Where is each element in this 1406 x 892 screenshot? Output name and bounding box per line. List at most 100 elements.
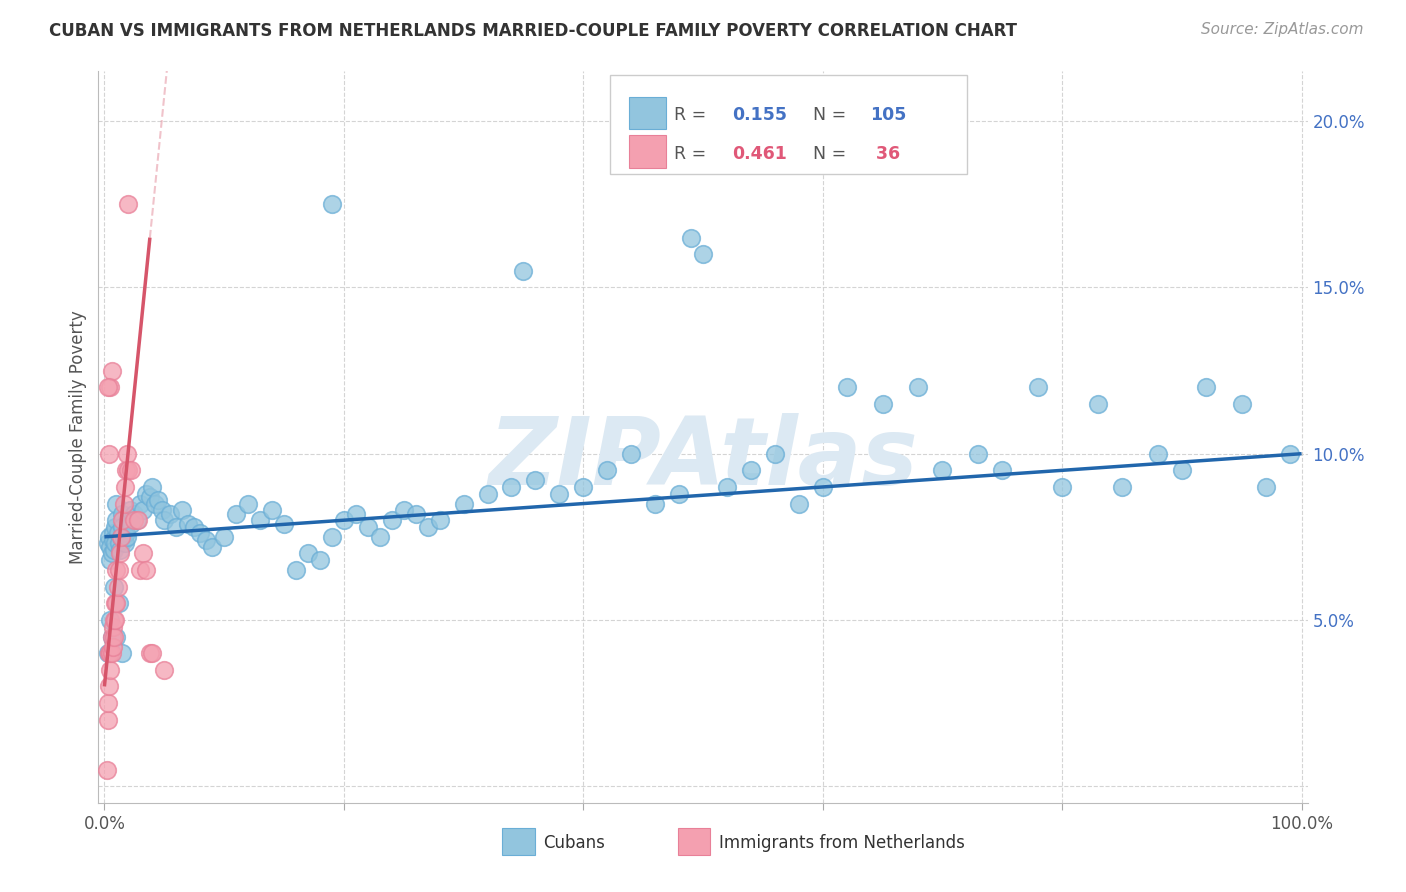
Point — [115, 526, 138, 541]
Text: 0.461: 0.461 — [733, 145, 787, 162]
FancyBboxPatch shape — [610, 75, 966, 174]
Point — [111, 520, 134, 534]
Point — [110, 530, 132, 544]
Point — [139, 646, 162, 660]
Point — [188, 526, 211, 541]
Point — [127, 513, 149, 527]
Point — [105, 513, 128, 527]
Text: Immigrants from Netherlands: Immigrants from Netherlands — [718, 834, 965, 852]
Point — [104, 520, 127, 534]
Point — [1050, 480, 1073, 494]
Point — [132, 546, 155, 560]
Point — [129, 563, 152, 577]
Point — [111, 507, 134, 521]
Point — [100, 363, 122, 377]
Point — [1230, 397, 1253, 411]
Point — [1111, 480, 1133, 494]
Point — [129, 497, 152, 511]
Point — [101, 619, 124, 633]
Point — [297, 546, 319, 560]
Point — [100, 540, 122, 554]
Point — [321, 197, 343, 211]
Point — [120, 463, 142, 477]
Point — [100, 663, 122, 677]
Point — [273, 516, 295, 531]
Point — [668, 486, 690, 500]
Point — [1195, 380, 1218, 394]
Point — [321, 530, 343, 544]
Point — [98, 680, 121, 694]
Point — [97, 713, 120, 727]
Point — [98, 530, 121, 544]
Point — [1087, 397, 1109, 411]
Point — [98, 447, 121, 461]
Point — [416, 520, 439, 534]
Point — [811, 480, 834, 494]
Point — [249, 513, 271, 527]
Point — [1171, 463, 1194, 477]
Point — [111, 646, 134, 660]
Point — [512, 264, 534, 278]
Point — [117, 463, 139, 477]
Point — [260, 503, 283, 517]
Point — [105, 497, 128, 511]
Point — [115, 463, 138, 477]
Point — [236, 497, 259, 511]
Point — [103, 543, 125, 558]
Point — [150, 503, 173, 517]
Point — [159, 507, 181, 521]
Text: R =: R = — [673, 106, 711, 124]
Point — [381, 513, 404, 527]
Point — [787, 497, 810, 511]
Point — [107, 536, 129, 550]
Point — [124, 507, 146, 521]
FancyBboxPatch shape — [502, 828, 534, 855]
Point — [105, 563, 128, 577]
Point — [333, 513, 356, 527]
Point — [117, 197, 139, 211]
Point — [183, 520, 205, 534]
Text: N =: N = — [813, 145, 852, 162]
Y-axis label: Married-Couple Family Poverty: Married-Couple Family Poverty — [69, 310, 87, 564]
FancyBboxPatch shape — [678, 828, 710, 855]
Point — [716, 480, 738, 494]
Point — [100, 546, 122, 560]
Point — [141, 480, 163, 494]
Point — [100, 613, 122, 627]
Point — [1026, 380, 1049, 394]
Text: N =: N = — [813, 106, 852, 124]
Point — [309, 553, 332, 567]
Point — [148, 493, 170, 508]
Point — [97, 696, 120, 710]
Point — [763, 447, 786, 461]
Point — [120, 516, 142, 531]
Point — [872, 397, 894, 411]
Point — [111, 513, 134, 527]
Point — [100, 553, 122, 567]
Point — [153, 663, 176, 677]
Point — [225, 507, 247, 521]
Point — [100, 646, 122, 660]
Text: 36: 36 — [870, 145, 900, 162]
Point — [740, 463, 762, 477]
Point — [991, 463, 1014, 477]
Point — [548, 486, 571, 500]
Point — [620, 447, 643, 461]
Point — [931, 463, 953, 477]
Point — [1254, 480, 1277, 494]
Point — [135, 486, 157, 500]
Point — [177, 516, 200, 531]
Point — [117, 513, 139, 527]
Point — [501, 480, 523, 494]
Point — [596, 463, 619, 477]
Point — [97, 646, 120, 660]
Point — [98, 646, 121, 660]
Point — [115, 447, 138, 461]
Point — [172, 503, 194, 517]
Text: CUBAN VS IMMIGRANTS FROM NETHERLANDS MARRIED-COUPLE FAMILY POVERTY CORRELATION C: CUBAN VS IMMIGRANTS FROM NETHERLANDS MAR… — [49, 22, 1017, 40]
Point — [112, 497, 135, 511]
Point — [429, 513, 451, 527]
Point — [135, 563, 157, 577]
Point — [284, 563, 307, 577]
Point — [153, 513, 176, 527]
